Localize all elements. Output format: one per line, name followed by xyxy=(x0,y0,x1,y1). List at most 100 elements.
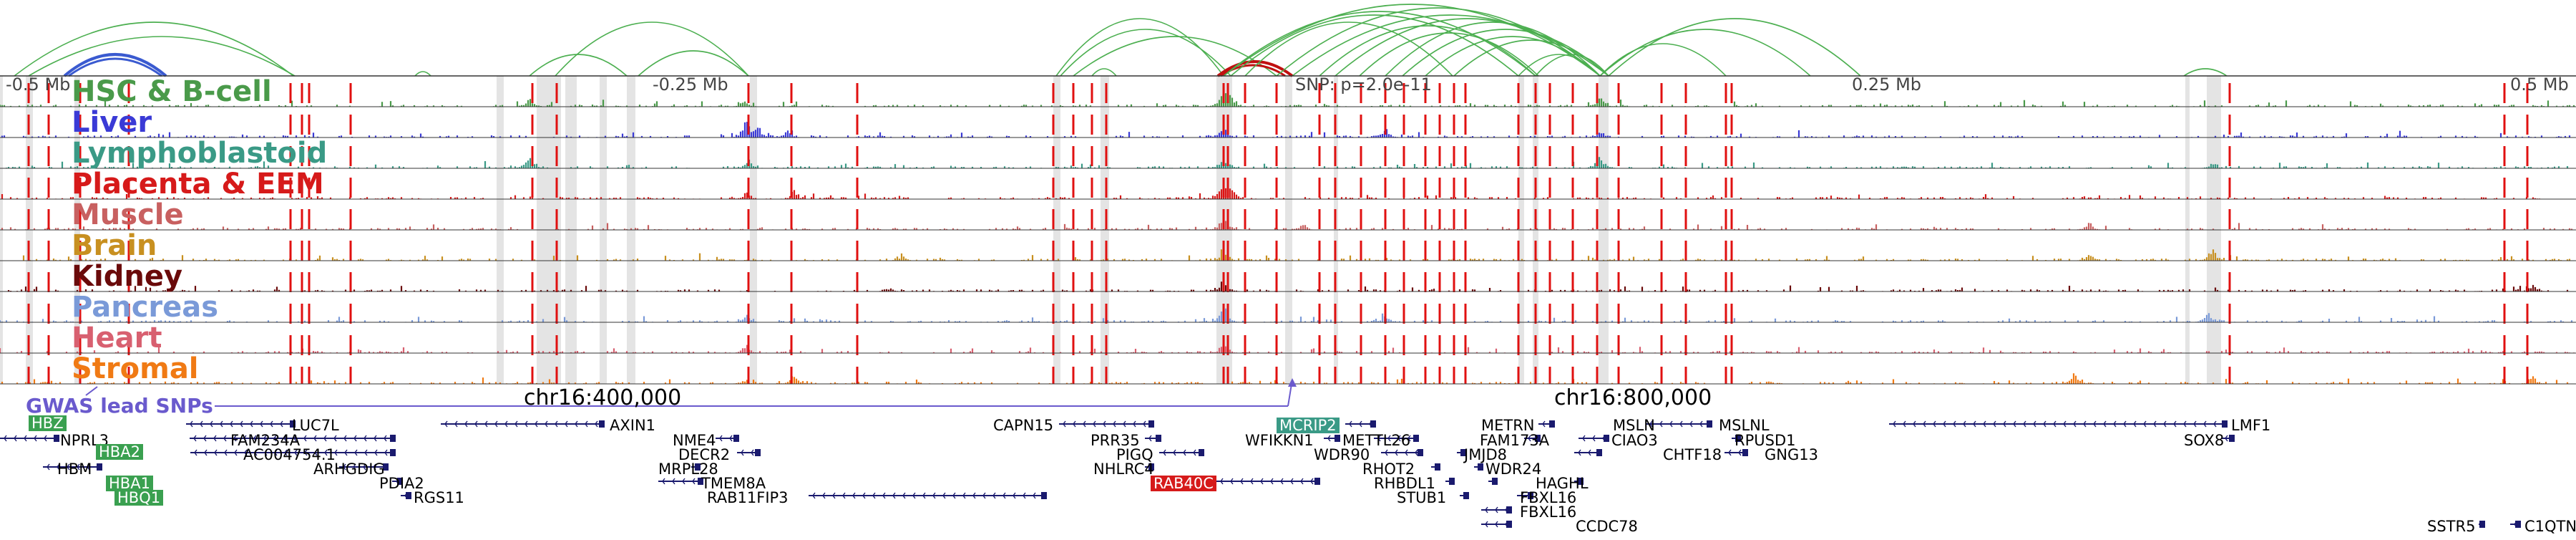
gene-label: LMF1 xyxy=(2231,417,2271,434)
strand-arrow xyxy=(77,463,80,471)
strand-arrow xyxy=(223,435,227,442)
gene-label: LUC7L xyxy=(292,417,339,434)
strand-arrow xyxy=(565,420,568,428)
strand-arrow xyxy=(333,435,337,442)
strand-arrow xyxy=(1528,435,1531,442)
strand-arrow xyxy=(444,420,448,428)
gene-label: MSLN xyxy=(1613,417,1655,434)
gene-exon xyxy=(1435,463,1440,471)
strand-arrow xyxy=(514,420,518,428)
strand-arrow xyxy=(992,492,996,499)
gene-label: CAPN15 xyxy=(993,417,1054,434)
chromatin-loop xyxy=(1091,68,1117,77)
strand-arrow xyxy=(1993,420,1996,428)
strand-arrow xyxy=(585,420,588,428)
snp-pvalue-label: SNP: p=2.0e-11 xyxy=(1295,74,1432,95)
strand-arrow xyxy=(555,420,558,428)
chromatin-loop xyxy=(1244,21,1453,77)
strand-arrow xyxy=(2213,420,2217,428)
strand-arrow xyxy=(682,478,686,485)
strand-arrow xyxy=(293,435,297,442)
chromatin-loop xyxy=(1599,29,1811,77)
gene-label: HBQ1 xyxy=(114,490,164,506)
strand-arrow xyxy=(962,492,966,499)
gene-exon xyxy=(1335,435,1340,442)
strand-arrow xyxy=(902,492,906,499)
gene-label: STUB1 xyxy=(1397,489,1447,506)
chromatin-loop xyxy=(1220,64,1286,77)
gene-label: RAB40C xyxy=(1151,476,1216,491)
strand-arrow xyxy=(344,449,348,456)
signal-track xyxy=(0,93,2575,107)
gwas-snp-marker xyxy=(1288,378,1297,387)
gene-exon xyxy=(397,478,403,485)
strand-arrow xyxy=(1913,420,1916,428)
strand-arrow xyxy=(1415,449,1418,456)
gene-exon xyxy=(390,435,396,442)
gene-exon xyxy=(1463,492,1469,499)
strand-arrow xyxy=(1073,420,1076,428)
gene-label: FAM173A xyxy=(1480,432,1550,449)
axis-tick-label: 0.25 Mb xyxy=(1852,74,1922,95)
strand-arrow xyxy=(832,492,836,499)
strand-arrow xyxy=(1397,435,1401,442)
strand-arrow xyxy=(2013,420,2016,428)
chromatin-loop xyxy=(1385,21,1601,77)
strand-arrow xyxy=(862,492,866,499)
strand-arrow xyxy=(200,420,203,428)
track-label-lymphoblastoid: Lymphoblastoid xyxy=(72,137,328,170)
strand-arrow xyxy=(213,435,217,442)
strand-arrow xyxy=(2163,420,2167,428)
gene-label: MRPL28 xyxy=(658,461,718,478)
strand-arrow xyxy=(1013,492,1016,499)
signal-track xyxy=(22,249,2571,261)
strand-arrow xyxy=(972,492,976,499)
strand-arrow xyxy=(812,492,816,499)
gene-label: C1QTN xyxy=(2524,518,2576,535)
strand-arrow xyxy=(1521,492,1524,499)
strand-arrow xyxy=(14,435,17,442)
strand-arrow xyxy=(343,435,347,442)
strand-arrow xyxy=(2113,420,2117,428)
chromatin-loop xyxy=(638,50,749,77)
strand-arrow xyxy=(1377,435,1381,442)
strand-arrow xyxy=(1983,420,1986,428)
strand-arrow xyxy=(374,449,378,456)
chromatin-loop xyxy=(1335,18,1601,77)
strand-arrow xyxy=(1103,420,1106,428)
gene-label: DECR2 xyxy=(678,446,731,463)
gene-exon xyxy=(1578,478,1584,485)
strand-arrow xyxy=(1163,449,1166,456)
strand-arrow xyxy=(1310,478,1314,485)
gene-exon xyxy=(1418,449,1423,456)
strand-arrow xyxy=(2173,420,2177,428)
chromatin-loop xyxy=(68,57,162,77)
gene-label: WDR24 xyxy=(1485,461,1542,478)
strand-arrow xyxy=(280,420,283,428)
strand-arrow xyxy=(1395,449,1398,456)
gene-exon xyxy=(1528,492,1533,499)
strand-arrow xyxy=(364,435,367,442)
strand-arrow xyxy=(1923,420,1926,428)
strand-arrow xyxy=(1230,478,1234,485)
gene-exon xyxy=(390,449,396,456)
axis-tick-label: -0.5 Mb xyxy=(6,74,71,95)
gene-exon xyxy=(1506,521,1512,528)
gene-exon xyxy=(1742,449,1748,456)
strand-arrow xyxy=(243,435,247,442)
chromatin-loop xyxy=(1599,43,1727,77)
gene-exon xyxy=(1148,420,1154,428)
strand-arrow xyxy=(852,492,856,499)
gene-exon xyxy=(1314,478,1320,485)
chromatin-loop xyxy=(1073,36,1277,77)
strand-arrow xyxy=(2033,420,2036,428)
chromatin-loop xyxy=(1453,39,1609,77)
strand-arrow xyxy=(1240,478,1244,485)
gene-exon xyxy=(755,449,761,456)
strand-arrow xyxy=(284,449,288,456)
strand-arrow xyxy=(384,435,387,442)
strand-arrow xyxy=(1270,478,1274,485)
gene-exon xyxy=(599,420,605,428)
gene-label: PIGQ xyxy=(1116,446,1153,463)
